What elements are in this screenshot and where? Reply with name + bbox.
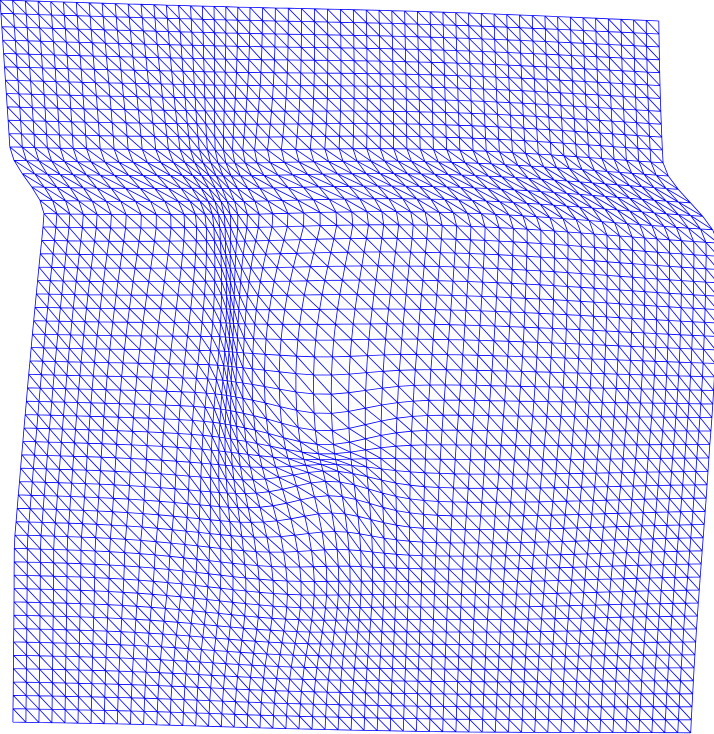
mesh-lines — [0, 0, 714, 734]
mesh-edges — [0, 0, 714, 734]
deformed-mesh-figure — [0, 0, 714, 734]
